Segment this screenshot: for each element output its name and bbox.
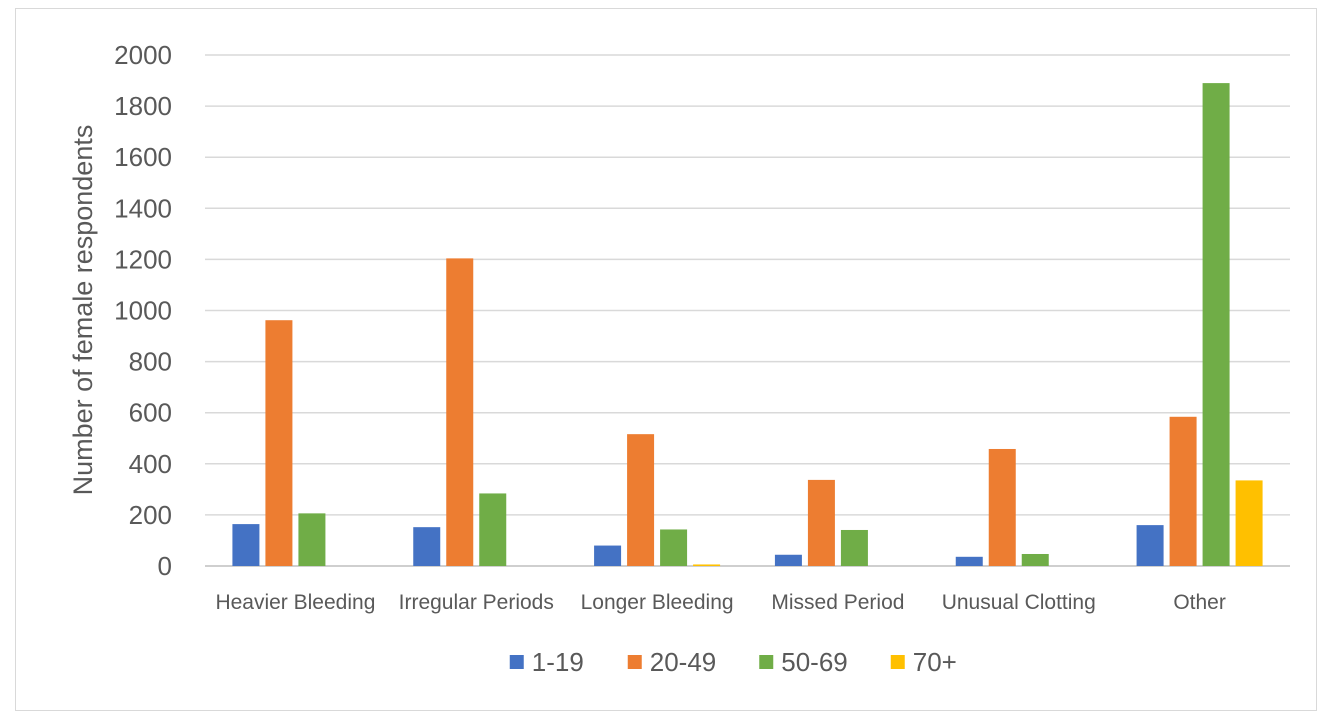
x-tick-label: Heavier Bleeding [215, 591, 375, 614]
x-tick-label: Missed Period [771, 591, 904, 614]
y-tick-label: 400 [129, 449, 172, 479]
bar-1-19 [774, 554, 802, 566]
legend-swatch-50-69 [759, 655, 774, 669]
bar-50-69 [660, 529, 688, 566]
y-tick-label: 800 [129, 347, 172, 377]
y-tick-label: 200 [129, 500, 172, 530]
y-tick-label: 600 [129, 398, 172, 428]
bar-1-19 [232, 524, 260, 566]
legend-label: 50-69 [781, 647, 848, 677]
bar-50-69 [1202, 83, 1230, 566]
y-tick-label: 1400 [114, 193, 172, 223]
x-tick-label: Unusual Clotting [942, 591, 1096, 614]
bar-1-19 [1136, 525, 1164, 566]
x-tick-label: Irregular Periods [399, 591, 554, 614]
legend-swatch-20-49 [627, 655, 642, 669]
bar-1-19 [594, 545, 622, 566]
y-tick-label: 1600 [114, 142, 172, 172]
bar-20-49 [265, 320, 293, 566]
bar-20-49 [446, 258, 474, 566]
bar-1-19 [955, 556, 983, 566]
bar-20-49 [627, 434, 655, 566]
chart-frame [15, 8, 1317, 711]
y-axis-title: Number of female respondents [68, 124, 98, 496]
legend-swatch-1-19 [509, 655, 524, 669]
bar-20-49 [988, 448, 1016, 566]
y-tick-label: 2000 [114, 40, 172, 70]
bar-1-19 [413, 527, 441, 566]
bar-70+ [693, 564, 721, 566]
legend-label: 1-19 [532, 647, 584, 677]
bar-20-49 [807, 479, 835, 566]
y-tick-label: 1000 [114, 296, 172, 326]
y-tick-label: 0 [158, 551, 172, 581]
y-tick-label: 1800 [114, 91, 172, 121]
x-tick-label: Other [1173, 591, 1226, 614]
bar-50-69 [840, 529, 868, 566]
x-tick-label: Longer Bleeding [581, 591, 734, 614]
legend-swatch-70+ [890, 655, 905, 669]
bar-50-69 [298, 513, 326, 566]
bar-20-49 [1169, 416, 1197, 566]
bar-70+ [1235, 480, 1263, 566]
y-tick-label: 1200 [114, 244, 172, 274]
legend-label: 70+ [913, 647, 957, 677]
legend-label: 20-49 [650, 647, 717, 677]
bar-50-69 [479, 493, 507, 566]
bar-50-69 [1021, 553, 1049, 566]
